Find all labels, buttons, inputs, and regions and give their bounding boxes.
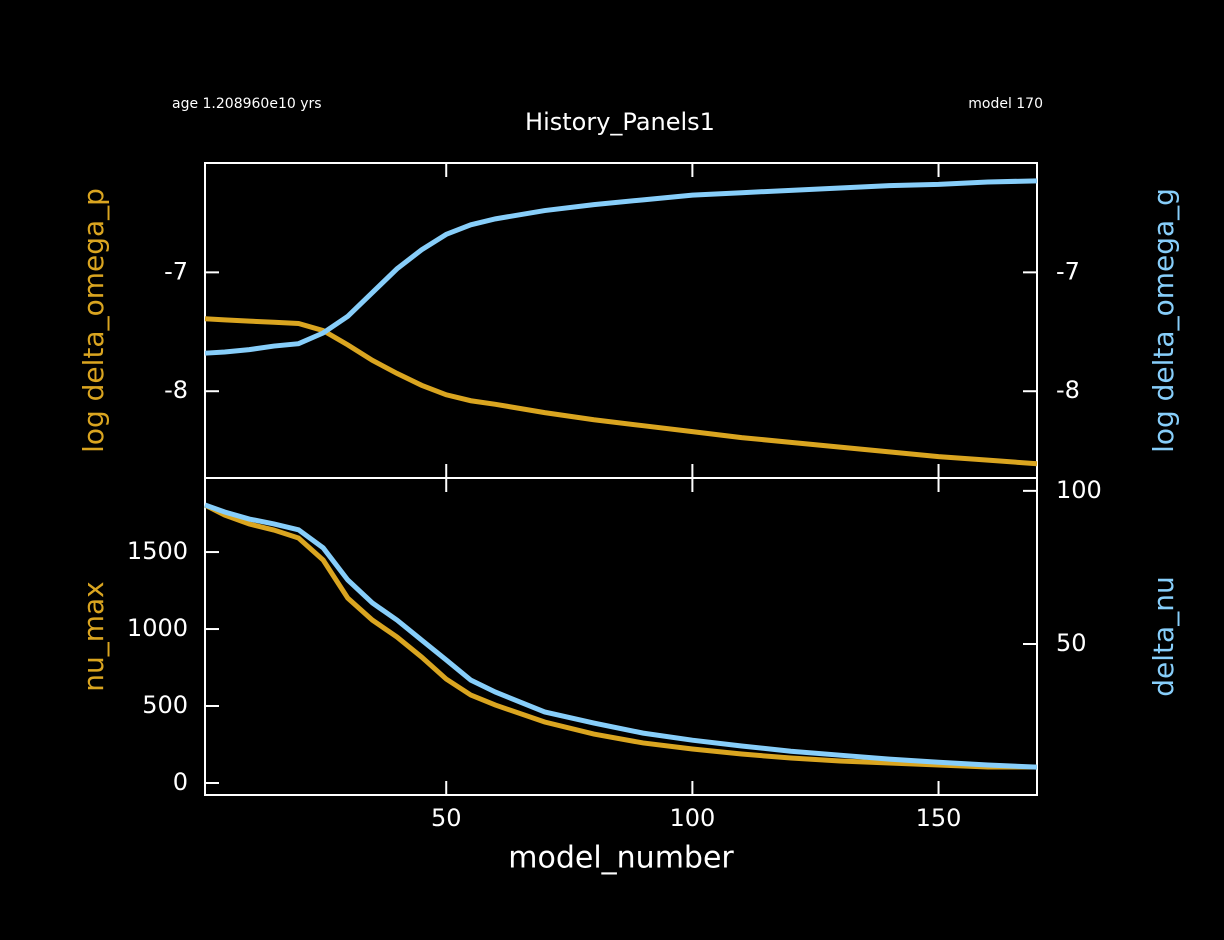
y-axis-label: nu_max [77,581,110,692]
x-tick-label: 50 [431,804,462,832]
x-axis-label: model_number [508,841,734,876]
chart-title: History_Panels1 [525,108,715,136]
y2-axis-label: log delta_omega_g [1147,188,1180,453]
data-line [204,502,1038,770]
y-tick-label: 0 [173,768,188,796]
y-tick-label: -8 [164,376,188,404]
x-tick-label: 150 [916,804,962,832]
model-label: model 170 [968,96,1043,112]
data-line [204,178,1038,356]
plot-frame [204,162,1038,479]
data-line [203,502,1037,770]
y2-tick-label: -7 [1056,257,1080,285]
y2-tick-label: 100 [1056,476,1102,504]
y-tick-label: 1500 [127,537,188,565]
plot-frame [204,477,1038,796]
y-axis-label: log delta_omega_p [77,188,110,453]
y-tick-label: 1000 [127,614,188,642]
y2-axis-label: delta_nu [1147,576,1180,696]
y2-tick-label: -8 [1056,376,1080,404]
data-line [204,316,1038,467]
y-tick-label: -7 [164,257,188,285]
age-label: age 1.208960e10 yrs [172,96,322,112]
y-tick-label: 500 [142,691,188,719]
y2-tick-label: 50 [1056,629,1087,657]
x-tick-label: 100 [669,804,715,832]
